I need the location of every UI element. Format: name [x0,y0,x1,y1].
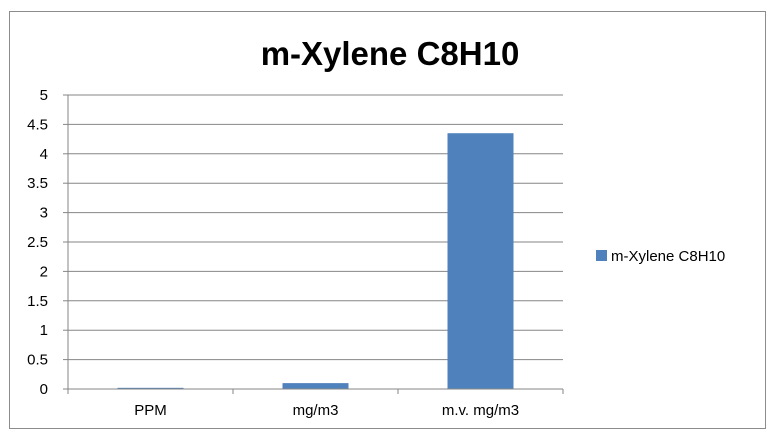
y-tick-label: 4 [40,146,48,163]
legend-label: m-Xylene C8H10 [611,248,725,265]
bar [447,133,514,389]
x-tick-label: PPM [134,402,167,419]
legend: m-Xylene C8H10 [596,248,725,265]
y-tick-label: 5 [40,87,48,104]
y-tick-label: 3.5 [27,175,48,192]
bar [117,387,184,389]
y-tick-label: 0.5 [27,352,48,369]
y-tick-label: 0 [40,381,48,398]
axes: 0 0.5 1 1.5 2 2.5 3 3.5 4 4.5 5 PPM mg/m3 m.v. mg/m3 [27,87,564,419]
legend-swatch [596,250,607,261]
y-tick-label: 2 [40,263,48,280]
y-tick-label: 1.5 [27,293,48,310]
bars [117,133,514,389]
y-tick-label: 3 [40,205,48,222]
x-tick-label: m.v. mg/m3 [442,402,519,419]
y-tick-label: 1 [40,322,48,339]
chart-title: m-Xylene C8H10 [261,35,520,72]
bar [282,383,349,389]
y-tick-label: 4.5 [27,116,48,133]
x-tick-label: mg/m3 [293,402,339,419]
y-tick-label: 2.5 [27,234,48,251]
